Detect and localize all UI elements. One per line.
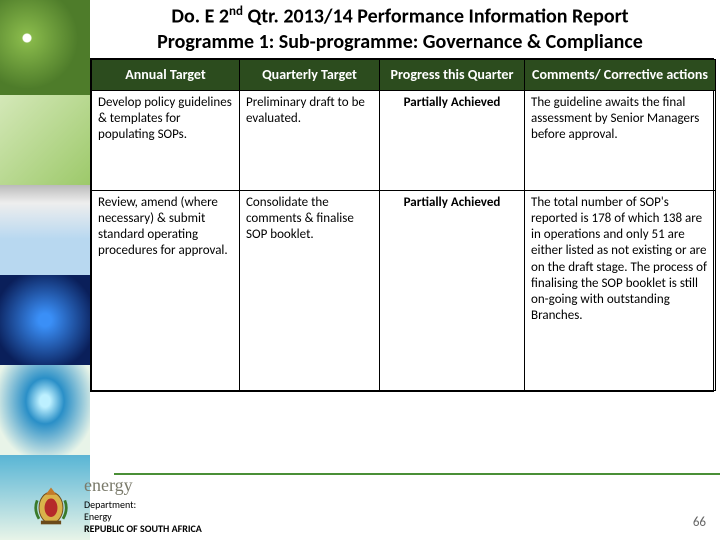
col-annual-target: Annual Target: [92, 60, 240, 91]
cell-annual: Develop policy guidelines & templates fo…: [92, 90, 240, 190]
cell-quarterly: Preliminary draft to be evaluated.: [240, 90, 380, 190]
performance-table-wrap: Annual Target Quarterly Target Progress …: [90, 58, 714, 392]
cell-annual: Review, amend (where necessary) & submit…: [92, 190, 240, 390]
title-sup: nd: [229, 4, 243, 19]
coat-of-arms-icon: [28, 482, 74, 528]
footer: energy Department: Energy REPUBLIC OF SO…: [28, 476, 708, 534]
cfl-bulb-image: [0, 365, 90, 455]
dept-line-1: Department:: [84, 499, 202, 511]
solar-panel-image: [0, 0, 90, 95]
col-quarterly-target: Quarterly Target: [240, 60, 380, 91]
table-header-row: Annual Target Quarterly Target Progress …: [92, 60, 716, 91]
table-row: Review, amend (where necessary) & submit…: [92, 190, 716, 390]
title-line-2: Programme 1: Sub-programme: Governance &…: [90, 30, 710, 55]
table-row: Develop policy guidelines & templates fo…: [92, 90, 716, 190]
blue-flame-image: [0, 275, 90, 365]
green-field-image: [0, 95, 90, 185]
dept-line-2: Energy: [84, 511, 202, 523]
title-post: Qtr. 2013/14 Performance Information Rep…: [243, 5, 629, 29]
page-number: 66: [693, 515, 706, 530]
footer-divider: [114, 473, 720, 475]
slide: Do. E 2nd Qtr. 2013/14 Performance Infor…: [0, 0, 720, 540]
wind-turbine-image: [0, 185, 90, 275]
title-block: Do. E 2nd Qtr. 2013/14 Performance Infor…: [90, 4, 710, 55]
col-comments: Comments/ Corrective actions: [525, 60, 716, 91]
dept-line-3: REPUBLIC OF SOUTH AFRICA: [84, 523, 202, 535]
title-line-1: Do. E 2nd Qtr. 2013/14 Performance Infor…: [90, 4, 710, 30]
brand-name: energy: [84, 475, 202, 497]
cell-progress: Partially Achieved: [380, 90, 525, 190]
decorative-image-strip: [0, 0, 90, 540]
cell-comments: The guideline awaits the final assessmen…: [525, 90, 716, 190]
department-text: energy Department: Energy REPUBLIC OF SO…: [84, 475, 202, 535]
title-pre: Do. E 2: [171, 5, 229, 29]
col-progress: Progress this Quarter: [380, 60, 525, 91]
cell-comments: The total number of SOP's reported is 17…: [525, 190, 716, 390]
cell-quarterly: Consolidate the comments & finalise SOP …: [240, 190, 380, 390]
performance-table: Annual Target Quarterly Target Progress …: [91, 59, 716, 391]
cell-progress: Partially Achieved: [380, 190, 525, 390]
